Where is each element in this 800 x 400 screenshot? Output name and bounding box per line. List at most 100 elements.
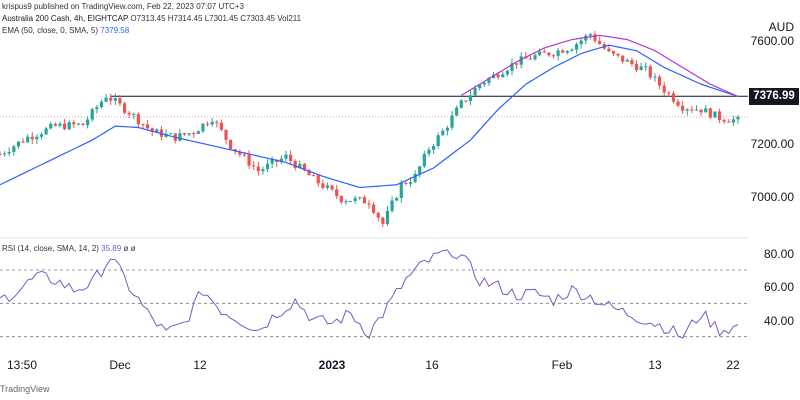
price-panel xyxy=(0,31,748,228)
candle-body xyxy=(413,173,417,183)
candle-body xyxy=(588,34,592,36)
candle-body xyxy=(99,101,104,108)
candle-body xyxy=(561,50,565,53)
candle-body xyxy=(62,123,67,130)
candle-body xyxy=(72,122,76,125)
candle-body xyxy=(565,50,569,53)
candle-body xyxy=(90,109,94,120)
ema-value: 7379.58 xyxy=(100,26,130,35)
current-price-tag: 7376.99 xyxy=(749,88,799,105)
candle-body xyxy=(122,103,127,113)
candle-body xyxy=(325,185,330,188)
candle-body xyxy=(441,130,445,136)
x-tick-label: 13:50 xyxy=(6,358,38,372)
candle-body xyxy=(496,74,500,78)
candle-body xyxy=(528,58,533,60)
candle-body xyxy=(385,210,390,224)
candle-body xyxy=(104,97,108,102)
candle-body xyxy=(607,48,611,52)
price-tick-label: 7200.00 xyxy=(750,137,794,151)
x-tick-label: 16 xyxy=(425,358,439,372)
candle-body xyxy=(288,154,293,162)
candle-body xyxy=(316,175,320,184)
candle-body xyxy=(362,197,366,204)
candle-body xyxy=(293,161,297,169)
candle-body xyxy=(261,169,265,172)
candle-body xyxy=(67,122,71,130)
candle-body xyxy=(201,123,205,132)
rsi-params: RSI (14, close, SMA, 14, 2) xyxy=(2,244,99,253)
candle-body xyxy=(127,112,131,115)
ema-line xyxy=(0,44,739,189)
candle-body xyxy=(390,200,394,211)
candle-body xyxy=(422,153,426,167)
candle-body xyxy=(598,40,602,45)
candle-body xyxy=(704,108,708,113)
candle-body xyxy=(713,111,717,118)
candle-body xyxy=(344,201,348,203)
candle-body xyxy=(279,158,283,162)
candle-body xyxy=(708,108,712,118)
candle-body xyxy=(44,128,48,135)
candle-body xyxy=(358,197,362,199)
candle-body xyxy=(238,151,242,155)
candle-body xyxy=(404,182,408,184)
candle-body xyxy=(39,134,44,137)
candle-body xyxy=(53,123,57,126)
rsi-value-3: ø xyxy=(130,244,136,253)
candle-body xyxy=(252,165,256,167)
candle-body xyxy=(501,74,505,78)
candle-body xyxy=(0,154,2,156)
volume: Vol211 xyxy=(277,14,302,23)
candle-body xyxy=(736,116,740,120)
x-tick-label: 12 xyxy=(193,358,207,372)
tradingview-logo-text: TradingView xyxy=(0,384,50,394)
candle-body xyxy=(644,66,648,68)
candle-body xyxy=(298,163,302,169)
candle-body xyxy=(229,139,233,150)
candle-body xyxy=(690,109,694,111)
candle-body xyxy=(169,133,173,135)
candle-body xyxy=(395,197,399,201)
candle-body xyxy=(339,196,343,203)
candle-body xyxy=(376,212,380,218)
candle-body xyxy=(192,133,196,135)
candle-body xyxy=(312,175,316,177)
candle-body xyxy=(579,40,583,45)
candle-body xyxy=(621,55,625,62)
candle-body xyxy=(570,49,574,51)
x-tick-label: 2023 xyxy=(318,358,346,372)
rsi-value-2: ø xyxy=(123,244,129,253)
candle-body xyxy=(574,44,579,50)
candle-body xyxy=(464,100,468,102)
candle-body xyxy=(399,182,403,198)
candle-body xyxy=(76,123,81,125)
candle-body xyxy=(256,166,260,172)
candle-body xyxy=(136,114,140,125)
candle-body xyxy=(542,51,546,53)
candle-body xyxy=(215,121,219,123)
rsi-line xyxy=(0,249,739,340)
candle-body xyxy=(634,64,639,71)
candle-body xyxy=(478,84,482,89)
candle-body xyxy=(547,52,551,56)
candle-body xyxy=(242,154,247,156)
candle-body xyxy=(30,136,34,140)
candle-body xyxy=(685,109,689,111)
price-tick-label: 7600.00 xyxy=(750,34,794,48)
candle-body xyxy=(671,93,676,102)
candle-body xyxy=(26,136,30,143)
candle-body xyxy=(482,83,486,85)
candle-body xyxy=(109,97,113,101)
currency-label: AUD xyxy=(768,20,794,34)
candle-body xyxy=(408,182,413,184)
candle-body xyxy=(86,119,90,126)
candle-body xyxy=(487,78,491,84)
candle-body xyxy=(132,114,136,116)
x-tick-label: Feb xyxy=(551,358,573,372)
x-tick-label: Dec xyxy=(109,358,131,372)
candle-body xyxy=(155,129,159,132)
candle-body xyxy=(694,109,699,111)
candle-body xyxy=(7,151,11,154)
